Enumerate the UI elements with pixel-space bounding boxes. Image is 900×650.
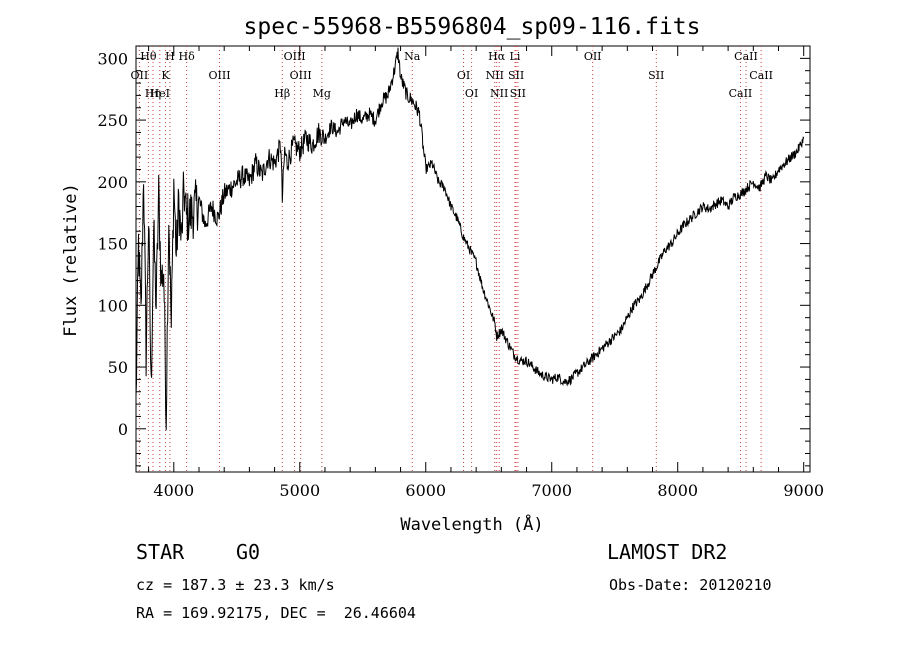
spectrum-series-0 xyxy=(135,47,805,431)
y-tick-label: 0 xyxy=(118,420,128,439)
x-axis-label: Wavelength (Å) xyxy=(400,513,543,535)
survey-name: LAMOST DR2 xyxy=(607,540,728,564)
y-tick-label: 50 xyxy=(108,358,128,377)
plot-area: HθKHeIHδOIIHηHOIIIHβOIIIOIIIMgNaOIOIHαNI… xyxy=(97,45,824,500)
line-label: HeI xyxy=(150,87,170,100)
line-label: Hη xyxy=(145,87,161,100)
x-tick-label: 9000 xyxy=(783,481,824,500)
y-tick-label: 150 xyxy=(97,235,128,254)
line-label: CaII xyxy=(734,50,758,63)
x-tick-label: 5000 xyxy=(279,481,320,500)
star-class: STAR xyxy=(136,540,185,564)
y-tick-label: 200 xyxy=(97,173,128,192)
line-label: NII xyxy=(486,69,504,82)
line-label: OII xyxy=(584,50,602,63)
line-label: CaII xyxy=(729,87,753,100)
line-label: K xyxy=(161,69,170,82)
line-label: Hθ xyxy=(140,50,157,63)
y-tick-label: 100 xyxy=(97,296,128,315)
line-label: SII xyxy=(648,69,664,82)
x-tick-label: 6000 xyxy=(405,481,446,500)
chart-title: spec-55968-B5596804_sp09-116.fits xyxy=(244,14,701,40)
line-label: SII xyxy=(510,87,526,100)
line-label: Hβ xyxy=(274,87,290,100)
line-label: H xyxy=(165,50,175,63)
redshift-cz: cz = 187.3 ± 23.3 km/s xyxy=(136,576,335,594)
line-label: OII xyxy=(131,69,149,82)
plot-frame xyxy=(135,45,811,473)
x-tick-label: 4000 xyxy=(153,481,194,500)
x-tick-label: 7000 xyxy=(531,481,572,500)
line-label: SII xyxy=(508,69,524,82)
line-label: OI xyxy=(465,87,478,100)
line-label: CaII xyxy=(749,69,773,82)
line-label: Hδ xyxy=(179,50,196,63)
y-tick-label: 250 xyxy=(97,111,128,130)
x-tick-label: 8000 xyxy=(657,481,698,500)
line-label: OI xyxy=(457,69,470,82)
line-label: Hα xyxy=(488,50,506,63)
y-axis-label: Flux (relative) xyxy=(61,183,81,337)
obs-date: Obs-Date: 20120210 xyxy=(609,576,772,594)
star-subclass: G0 xyxy=(236,540,261,564)
line-label: Na xyxy=(404,50,421,63)
line-label: Li xyxy=(510,50,521,63)
line-label: OIII xyxy=(208,69,230,82)
line-label: OIII xyxy=(290,69,312,82)
line-label: NII xyxy=(490,87,508,100)
line-label: Mg xyxy=(313,87,331,100)
ra-dec: RA = 169.92175, DEC = 26.46604 xyxy=(136,604,416,622)
line-label: OIII xyxy=(284,50,306,63)
y-tick-label: 300 xyxy=(97,49,128,68)
